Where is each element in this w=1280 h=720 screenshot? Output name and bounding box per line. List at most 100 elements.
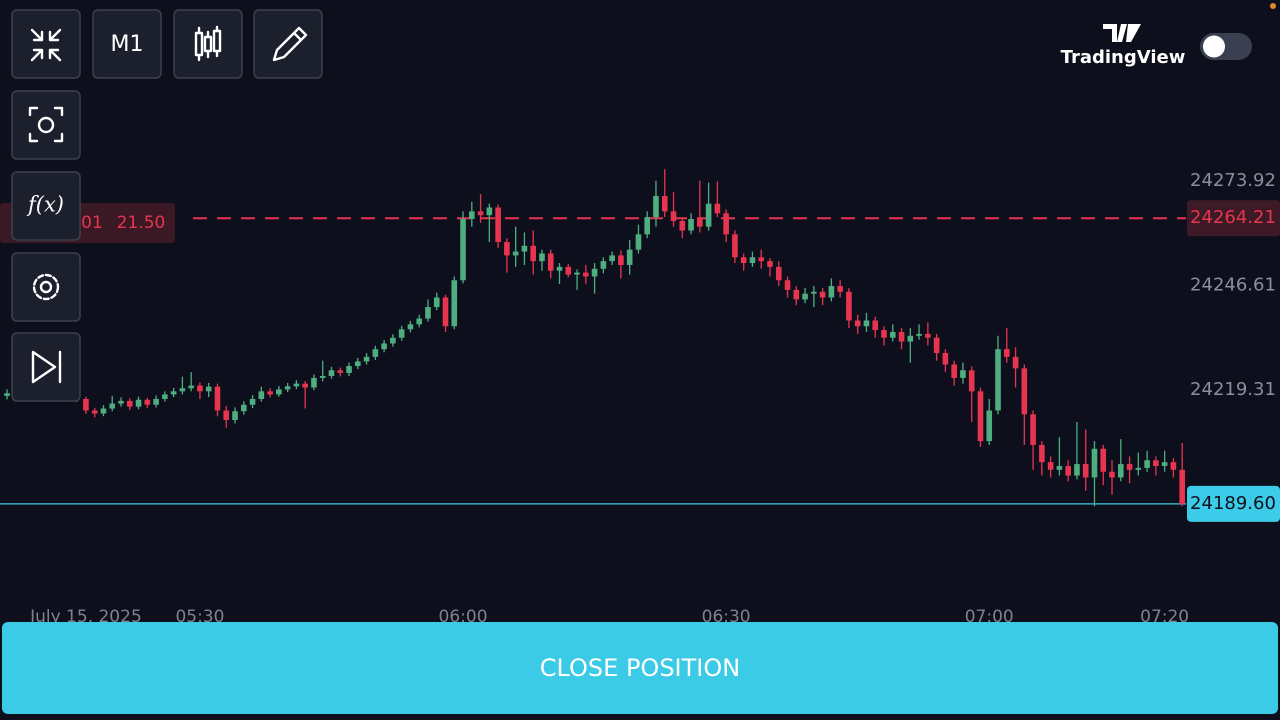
candle-body (1030, 414, 1036, 445)
brand-logo (1103, 24, 1141, 42)
candle-body (854, 320, 861, 327)
candle-body (170, 391, 177, 395)
candle-body (162, 394, 168, 399)
candle-body (100, 408, 107, 414)
candle-body (302, 383, 308, 388)
status-dot (1270, 3, 1276, 9)
candle-body (1109, 471, 1115, 478)
candle-body (433, 297, 440, 308)
settings-button[interactable] (11, 252, 81, 322)
compress-button[interactable] (11, 9, 81, 79)
candle-body (504, 241, 510, 256)
candle-body (547, 253, 554, 271)
candle-body (591, 268, 598, 277)
brand: TradingView (1061, 24, 1185, 68)
position-price-box (1187, 200, 1280, 237)
candle-body (363, 356, 370, 362)
candle-body (153, 398, 159, 405)
draw-button[interactable] (253, 9, 323, 79)
function-button[interactable]: f(x) (11, 171, 81, 241)
candle-body (679, 220, 686, 231)
candle-body (398, 329, 405, 338)
close-position-label: CLOSE POSITION (540, 654, 740, 682)
candle-body (109, 403, 116, 409)
candle-body (942, 353, 949, 365)
candle-body (1091, 448, 1098, 478)
candle-body (618, 255, 624, 265)
candle-body (925, 333, 931, 338)
candle-body (986, 410, 993, 442)
focus-button[interactable] (11, 90, 81, 160)
candle-body (469, 211, 475, 220)
candle-body (381, 343, 387, 350)
candle-body (4, 393, 10, 396)
close-position-button[interactable]: CLOSE POSITION (2, 622, 1278, 714)
candle-body (407, 324, 414, 330)
candle-body (881, 330, 887, 338)
last-price-box (1187, 485, 1280, 522)
candle-body (390, 337, 396, 344)
candle-body (512, 251, 519, 256)
candle-body (609, 255, 615, 262)
candle-body (644, 217, 651, 235)
candle-body (372, 349, 379, 357)
position-pnl: 21.50 (117, 213, 166, 233)
candle-body (240, 404, 247, 412)
candle-body (670, 211, 677, 221)
candle-body (1082, 464, 1089, 478)
candle-body (1003, 349, 1010, 357)
y-tick-label: 24246.61 (1190, 275, 1276, 296)
candle-body (1021, 368, 1028, 415)
candle-body (258, 391, 265, 399)
candle-body (442, 297, 449, 327)
candle-body (1012, 356, 1019, 369)
function-label: f(x) (26, 193, 64, 217)
candle-body (249, 398, 256, 405)
candle-body (1153, 460, 1159, 466)
candle-body (135, 399, 142, 407)
candle-body (223, 410, 230, 421)
theme-toggle[interactable] (1200, 33, 1252, 60)
candle-body (337, 370, 344, 373)
candle-body (1144, 460, 1150, 468)
candle-body (793, 289, 800, 300)
candle-body (232, 411, 238, 421)
candle-body (556, 266, 563, 271)
candle-body (767, 261, 773, 267)
candle-body (995, 349, 1001, 411)
candle-body (495, 207, 501, 242)
candle-body (758, 257, 765, 262)
candle-body (889, 331, 896, 338)
candle-body (197, 385, 203, 392)
timeframe-label: M1 (111, 32, 144, 57)
candle-body (276, 389, 282, 395)
candle-body (539, 253, 545, 262)
timeframe-button[interactable]: M1 (92, 9, 162, 79)
candle-body (91, 410, 98, 414)
chart-type-button[interactable] (173, 9, 243, 79)
candle-body (1100, 448, 1107, 472)
candle-body (205, 386, 212, 392)
candle-body (1126, 464, 1133, 470)
replay-button[interactable] (11, 332, 81, 402)
candle-body (1065, 465, 1071, 476)
position-price-label: 24264.21 (1190, 207, 1276, 228)
candle-body (267, 391, 273, 395)
candle-body (951, 364, 957, 378)
candle-body (1161, 462, 1168, 466)
candle-body (653, 196, 659, 218)
candle-body (626, 249, 633, 265)
candle-body (916, 333, 922, 336)
candle-body (293, 383, 300, 387)
candle-body (425, 307, 431, 319)
candle-body (784, 280, 791, 290)
candle-body (960, 370, 966, 378)
candle-body (661, 196, 668, 212)
y-tick-label: 24219.31 (1190, 379, 1276, 400)
candle-body (705, 203, 712, 227)
y-tick-label: 24273.92 (1190, 170, 1276, 191)
candle-body (697, 219, 703, 227)
candle-body (1039, 444, 1045, 463)
candle-body (346, 366, 352, 373)
